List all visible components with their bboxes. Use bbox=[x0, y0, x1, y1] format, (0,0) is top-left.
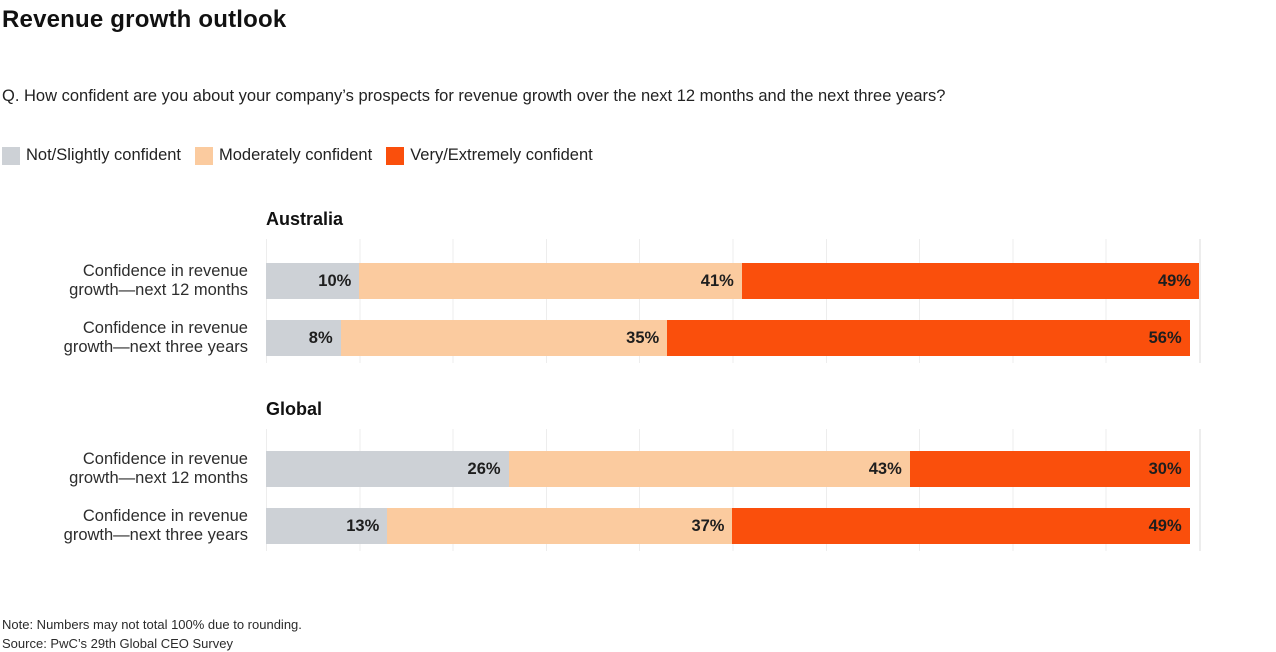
bar-segment-not-slightly: 8% bbox=[266, 320, 341, 356]
bar-segment-very-extremely: 49% bbox=[741, 263, 1199, 299]
legend: Not/Slightly confident Moderately confide… bbox=[2, 146, 1276, 165]
bar-segment-very-extremely: 30% bbox=[909, 451, 1190, 487]
bar-segment-moderately: 37% bbox=[387, 508, 733, 544]
bar-segment-very-extremely: 49% bbox=[732, 508, 1190, 544]
group-title: Australia bbox=[266, 209, 344, 229]
legend-swatch-icon bbox=[386, 146, 405, 165]
bar-value-label: 10% bbox=[318, 272, 352, 290]
bar-value-label: 30% bbox=[1148, 460, 1182, 478]
bar-row: Confidence in revenue growth—next 12 mon… bbox=[2, 262, 1276, 299]
bar-value-label: 8% bbox=[308, 329, 333, 347]
bar-segment-moderately: 43% bbox=[508, 451, 910, 487]
legend-label: Moderately confident bbox=[219, 146, 373, 164]
bar-track: 8% 35% 56% bbox=[266, 320, 1199, 356]
legend-item-not-slightly: Not/Slightly confident bbox=[2, 146, 181, 165]
bar-value-label: 56% bbox=[1148, 329, 1182, 347]
bar-value-label: 37% bbox=[691, 517, 725, 535]
bar-track: 26% 43% 30% bbox=[266, 451, 1199, 487]
bar-segment-not-slightly: 13% bbox=[266, 508, 388, 544]
legend-swatch-icon bbox=[195, 146, 214, 165]
footnotes: Note: Numbers may not total 100% due to … bbox=[2, 615, 1276, 652]
bar-row-label: Confidence in revenue growth—next three … bbox=[63, 319, 248, 356]
plot-area: Confidence in revenue growth—next 12 mon… bbox=[2, 429, 1276, 551]
chart-group-australia: Australia Confidence in revenue growth—n… bbox=[2, 208, 1276, 363]
chart-group-global: Global Confidence in revenue growth—next… bbox=[2, 398, 1276, 551]
bar-row-label: Confidence in revenue growth—next 12 mon… bbox=[69, 450, 248, 487]
bar-row-label: Confidence in revenue growth—next 12 mon… bbox=[69, 262, 248, 299]
bar-value-label: 41% bbox=[700, 272, 734, 290]
bar-track: 13% 37% 49% bbox=[266, 508, 1199, 544]
bar-value-label: 26% bbox=[467, 460, 501, 478]
bar-value-label: 49% bbox=[1157, 272, 1191, 290]
bar-value-label: 35% bbox=[626, 329, 660, 347]
legend-item-moderately: Moderately confident bbox=[195, 146, 372, 165]
bar-segment-very-extremely: 56% bbox=[667, 320, 1190, 356]
group-rows: Confidence in revenue growth—next 12 mon… bbox=[2, 262, 1276, 356]
bar-row: Confidence in revenue growth—next three … bbox=[2, 319, 1276, 356]
bar-segment-not-slightly: 10% bbox=[266, 263, 360, 299]
bar-row-label: Confidence in revenue growth—next three … bbox=[63, 507, 248, 544]
legend-item-very-extremely: Very/Extremely confident bbox=[386, 146, 593, 165]
bar-row: Confidence in revenue growth—next 12 mon… bbox=[2, 450, 1276, 487]
bar-value-label: 13% bbox=[346, 517, 380, 535]
legend-label: Very/Extremely confident bbox=[410, 146, 593, 164]
bar-segment-moderately: 35% bbox=[340, 320, 668, 356]
bar-track: 10% 41% 49% bbox=[266, 263, 1199, 299]
bar-value-label: 43% bbox=[868, 460, 902, 478]
source-note: Source: PwC’s 29th Global CEO Survey bbox=[2, 636, 233, 651]
group-rows: Confidence in revenue growth—next 12 mon… bbox=[2, 450, 1276, 544]
legend-label: Not/Slightly confident bbox=[26, 146, 182, 164]
legend-swatch-icon bbox=[2, 146, 20, 165]
page-title: Revenue growth outlook bbox=[2, 6, 287, 33]
rounding-note: Note: Numbers may not total 100% due to … bbox=[2, 617, 302, 632]
group-title: Global bbox=[266, 399, 323, 419]
bar-segment-not-slightly: 26% bbox=[266, 451, 509, 487]
bar-value-label: 49% bbox=[1148, 517, 1182, 535]
plot-area: Confidence in revenue growth—next 12 mon… bbox=[2, 239, 1276, 363]
bar-row: Confidence in revenue growth—next three … bbox=[2, 507, 1276, 544]
bar-segment-moderately: 41% bbox=[359, 263, 742, 299]
survey-question: Q. How confident are you about your comp… bbox=[2, 87, 946, 105]
